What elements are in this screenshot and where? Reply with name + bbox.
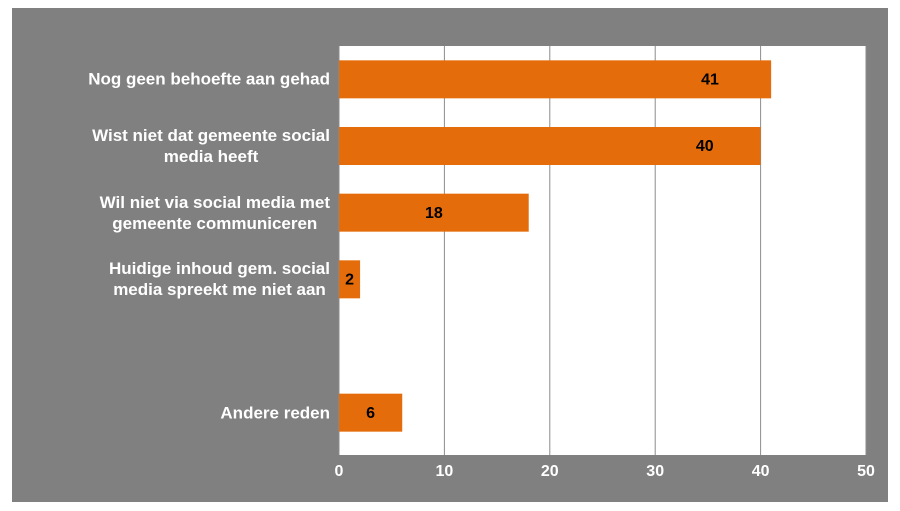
x-tick-label: 20 xyxy=(541,463,559,480)
bar xyxy=(339,60,772,99)
x-tick-label: 40 xyxy=(752,463,770,480)
x-tick-label: 0 xyxy=(335,463,344,480)
y-tick-label: Huidige inhoud gem. social media spreekt… xyxy=(108,259,330,300)
bar xyxy=(339,260,361,299)
y-tick-label: Wist niet dat gemeente social media heef… xyxy=(92,126,330,166)
plot-area xyxy=(339,46,866,455)
y-tick-label: Andere reden xyxy=(220,403,330,423)
x-tick-label: 50 xyxy=(857,463,875,480)
data-label: 18 xyxy=(425,205,443,222)
bar xyxy=(339,393,403,432)
bar xyxy=(339,193,529,232)
data-label: 6 xyxy=(366,405,375,422)
y-tick-label: Nog geen behoefte aan gehad xyxy=(88,69,330,89)
data-label: 40 xyxy=(696,138,714,155)
x-tick-label: 10 xyxy=(436,463,454,480)
data-label: 41 xyxy=(701,72,719,89)
bar xyxy=(339,127,761,165)
x-tick-label: 30 xyxy=(646,463,664,480)
y-tick-label: Wil niet via social media met gemeente c… xyxy=(99,192,330,233)
data-label: 2 xyxy=(345,272,354,289)
